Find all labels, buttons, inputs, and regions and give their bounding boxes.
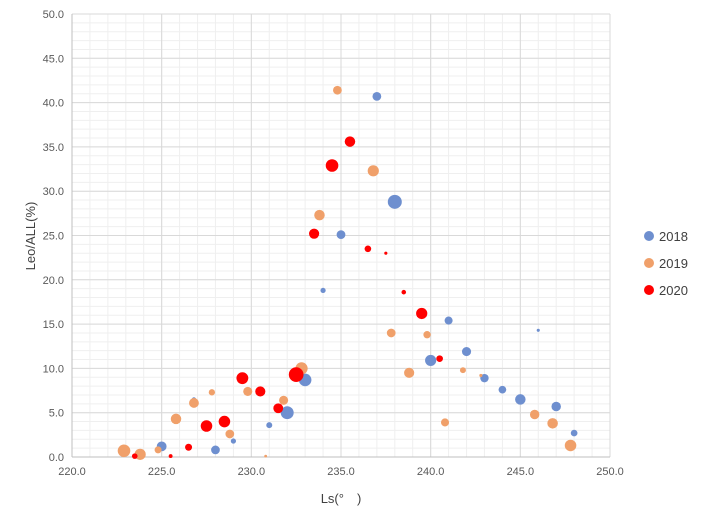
- point-2020: [185, 443, 193, 451]
- x-tick-label: 240.0: [417, 466, 445, 478]
- point-2020: [288, 367, 304, 382]
- y-axis-ticks: 0.0 5.0 10.0 15.0 20.0 25.0 30.0 35.0 40.0 45.0 50…: [43, 9, 64, 464]
- point-2019: [208, 389, 216, 396]
- point-2019: [314, 209, 325, 221]
- point-2020: [309, 228, 320, 239]
- point-2019: [440, 418, 450, 427]
- x-tick-label: 225.0: [148, 466, 176, 478]
- point-2020: [218, 415, 231, 428]
- point-2019: [404, 367, 415, 378]
- point-2020: [384, 251, 388, 255]
- point-2018: [266, 422, 273, 429]
- point-2019: [564, 439, 577, 452]
- point-2019: [333, 85, 342, 95]
- y-tick-label: 25.0: [43, 231, 64, 243]
- x-tick-label: 235.0: [327, 466, 355, 478]
- point-2019: [423, 331, 431, 339]
- point-2019: [243, 386, 253, 396]
- legend-label-2019: 2019: [659, 256, 688, 271]
- legend-marker-2019: [644, 258, 654, 268]
- point-2020: [131, 453, 138, 459]
- y-axis-title: Leo/ALL(%): [23, 202, 38, 271]
- point-2020: [364, 245, 372, 253]
- data-points: [117, 85, 578, 460]
- point-2019: [117, 444, 131, 458]
- point-2019: [529, 409, 540, 420]
- y-tick-label: 5.0: [49, 408, 64, 420]
- point-2020: [255, 386, 266, 397]
- point-2019: [225, 429, 235, 439]
- y-tick-label: 15.0: [43, 319, 64, 331]
- legend-marker-2018: [644, 231, 654, 241]
- y-tick-label: 50.0: [43, 9, 64, 21]
- point-2020: [416, 307, 428, 320]
- point-2019: [367, 165, 379, 177]
- major-gridlines: [71, 13, 611, 458]
- point-2020: [200, 420, 213, 432]
- x-tick-label: 230.0: [238, 466, 266, 478]
- point-2018: [498, 385, 507, 394]
- point-2020: [325, 159, 339, 172]
- y-tick-label: 45.0: [43, 53, 64, 65]
- y-tick-label: 30.0: [43, 186, 64, 198]
- y-tick-label: 40.0: [43, 98, 64, 110]
- point-2018: [320, 287, 326, 294]
- point-2019: [547, 418, 558, 429]
- point-2019: [479, 373, 483, 378]
- point-2018: [461, 347, 472, 357]
- x-tick-label: 245.0: [507, 466, 535, 478]
- legend-label-2018: 2018: [659, 229, 688, 244]
- point-2020: [236, 372, 249, 385]
- x-tick-label: 250.0: [596, 466, 624, 478]
- point-2020: [436, 355, 443, 362]
- x-axis-title: Ls(° ): [321, 491, 362, 506]
- point-2018: [570, 429, 578, 437]
- point-2018: [387, 194, 402, 209]
- point-2020: [168, 454, 173, 459]
- point-2018: [372, 92, 382, 101]
- point-2019: [264, 454, 268, 458]
- legend-label-2020: 2020: [659, 283, 688, 298]
- point-2019: [459, 367, 466, 374]
- point-2018: [425, 354, 437, 367]
- point-2018: [336, 230, 346, 239]
- point-2018: [480, 373, 489, 383]
- y-tick-label: 20.0: [43, 275, 64, 287]
- point-2019: [189, 398, 199, 408]
- point-2019: [170, 413, 182, 425]
- point-2020: [401, 289, 407, 295]
- point-2018: [515, 394, 526, 405]
- x-axis-ticks: 220.0 225.0 230.0 235.0 240.0 245.0 250.0: [58, 466, 624, 478]
- y-tick-label: 10.0: [43, 363, 64, 375]
- point-2018: [444, 316, 453, 325]
- x-tick-label: 220.0: [58, 466, 86, 478]
- point-2020: [273, 403, 284, 414]
- point-2018: [230, 438, 237, 444]
- point-2019: [154, 446, 162, 454]
- point-2020: [344, 136, 356, 147]
- point-2019: [279, 395, 289, 405]
- point-2019: [386, 328, 396, 338]
- point-2018: [536, 328, 540, 332]
- y-tick-label: 0.0: [49, 452, 64, 464]
- y-tick-label: 35.0: [43, 142, 64, 154]
- legend-marker-2020: [644, 285, 654, 295]
- point-2018: [551, 401, 561, 412]
- point-2018: [280, 406, 294, 420]
- legend: 2018 2019 2020: [644, 229, 688, 298]
- point-2018: [211, 445, 220, 455]
